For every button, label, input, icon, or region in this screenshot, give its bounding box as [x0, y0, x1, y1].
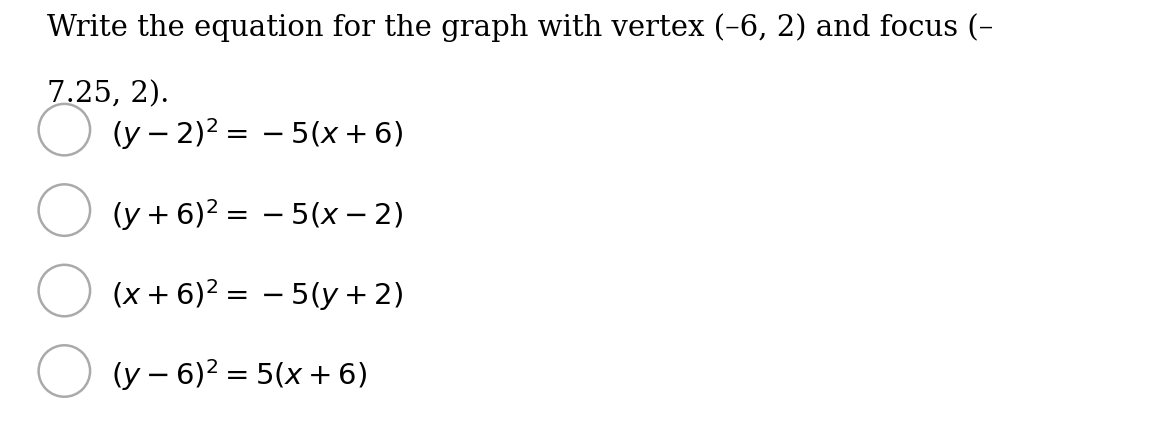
Text: $(y - 6)^2 = 5(x +6)$: $(y - 6)^2 = 5(x +6)$ — [111, 358, 367, 393]
Text: $(y + 6)^2 = -5(x - 2)$: $(y + 6)^2 = -5(x - 2)$ — [111, 197, 404, 232]
Text: $(x + 6)^2 = -5(y + 2)$: $(x + 6)^2 = -5(y + 2)$ — [111, 277, 404, 313]
Text: Write the equation for the graph with vertex (–6, 2) and focus (–: Write the equation for the graph with ve… — [47, 13, 993, 42]
Text: $(y - 2)^2 = -5(x +6)$: $(y - 2)^2 = -5(x +6)$ — [111, 116, 404, 152]
Text: 7.25, 2).: 7.25, 2). — [47, 80, 170, 109]
